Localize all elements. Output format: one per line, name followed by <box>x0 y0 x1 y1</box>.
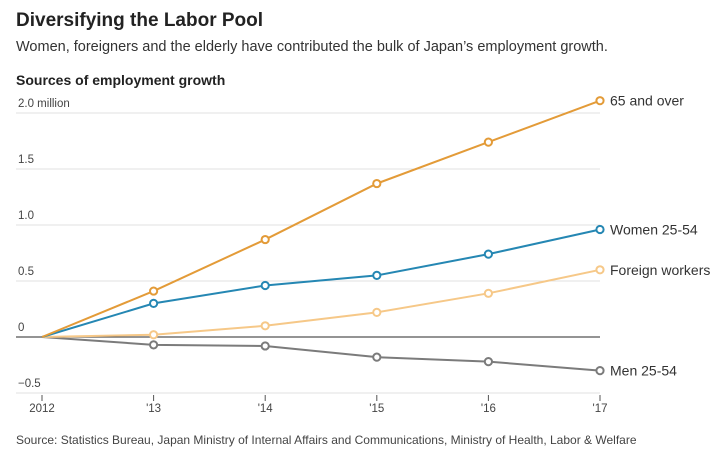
series-label-65-and-over: 65 and over <box>610 93 684 109</box>
data-point-men-25-54 <box>149 340 159 350</box>
y-tick-label: 2.0 million <box>18 98 70 110</box>
data-point-65-and-over <box>149 286 159 296</box>
data-point-foreign-workers <box>483 288 493 298</box>
data-point-foreign-workers <box>149 330 159 340</box>
x-tick-label: '16 <box>481 403 496 415</box>
series-label-men-25-54: Men 25-54 <box>610 363 677 379</box>
data-point-65-and-over <box>260 234 270 245</box>
series-line-women-25-54 <box>41 228 601 338</box>
data-point-women-25-54 <box>483 249 493 259</box>
data-point-foreign-workers <box>260 321 270 331</box>
x-tick-label: '13 <box>146 403 161 415</box>
series-line-65-and-over <box>41 99 601 338</box>
series-line-men-25-54 <box>41 336 601 372</box>
data-point-men-25-54 <box>372 352 382 362</box>
data-point-men-25-54 <box>260 341 270 351</box>
x-tick-label: 2012 <box>29 403 55 415</box>
data-point-65-and-over <box>483 137 493 147</box>
x-tick-label: '15 <box>369 403 384 415</box>
data-point-women-25-54 <box>595 224 605 235</box>
y-tick-label: 0.5 <box>18 266 34 278</box>
data-point-women-25-54 <box>372 270 382 280</box>
data-point-foreign-workers <box>372 307 382 317</box>
series-label-foreign-workers: Foreign workers <box>610 262 710 278</box>
series-label-women-25-54: Women 25-54 <box>610 221 698 237</box>
data-point-men-25-54 <box>483 357 493 367</box>
series-line-foreign-workers <box>41 268 601 338</box>
y-tick-label: 0 <box>18 322 24 334</box>
data-point-foreign-workers <box>595 265 605 275</box>
x-tick-label: '14 <box>258 403 274 415</box>
data-point-65-and-over <box>372 178 382 189</box>
x-tick-label: '17 <box>593 403 608 415</box>
y-tick-label: 1.5 <box>18 154 34 166</box>
source-note: Source: Statistics Bureau, Japan Ministr… <box>16 433 637 447</box>
chart-subtitle: Women, foreigners and the elderly have c… <box>16 39 608 55</box>
y-tick-label: 1.0 <box>18 210 34 222</box>
data-point-women-25-54 <box>149 298 159 308</box>
chart-title: Sources of employment growth <box>16 72 226 88</box>
data-point-men-25-54 <box>595 366 605 376</box>
chart-headline: Diversifying the Labor Pool <box>16 10 264 31</box>
data-point-women-25-54 <box>260 280 270 291</box>
data-point-65-and-over <box>595 96 605 106</box>
y-tick-label: −0.5 <box>18 378 41 390</box>
